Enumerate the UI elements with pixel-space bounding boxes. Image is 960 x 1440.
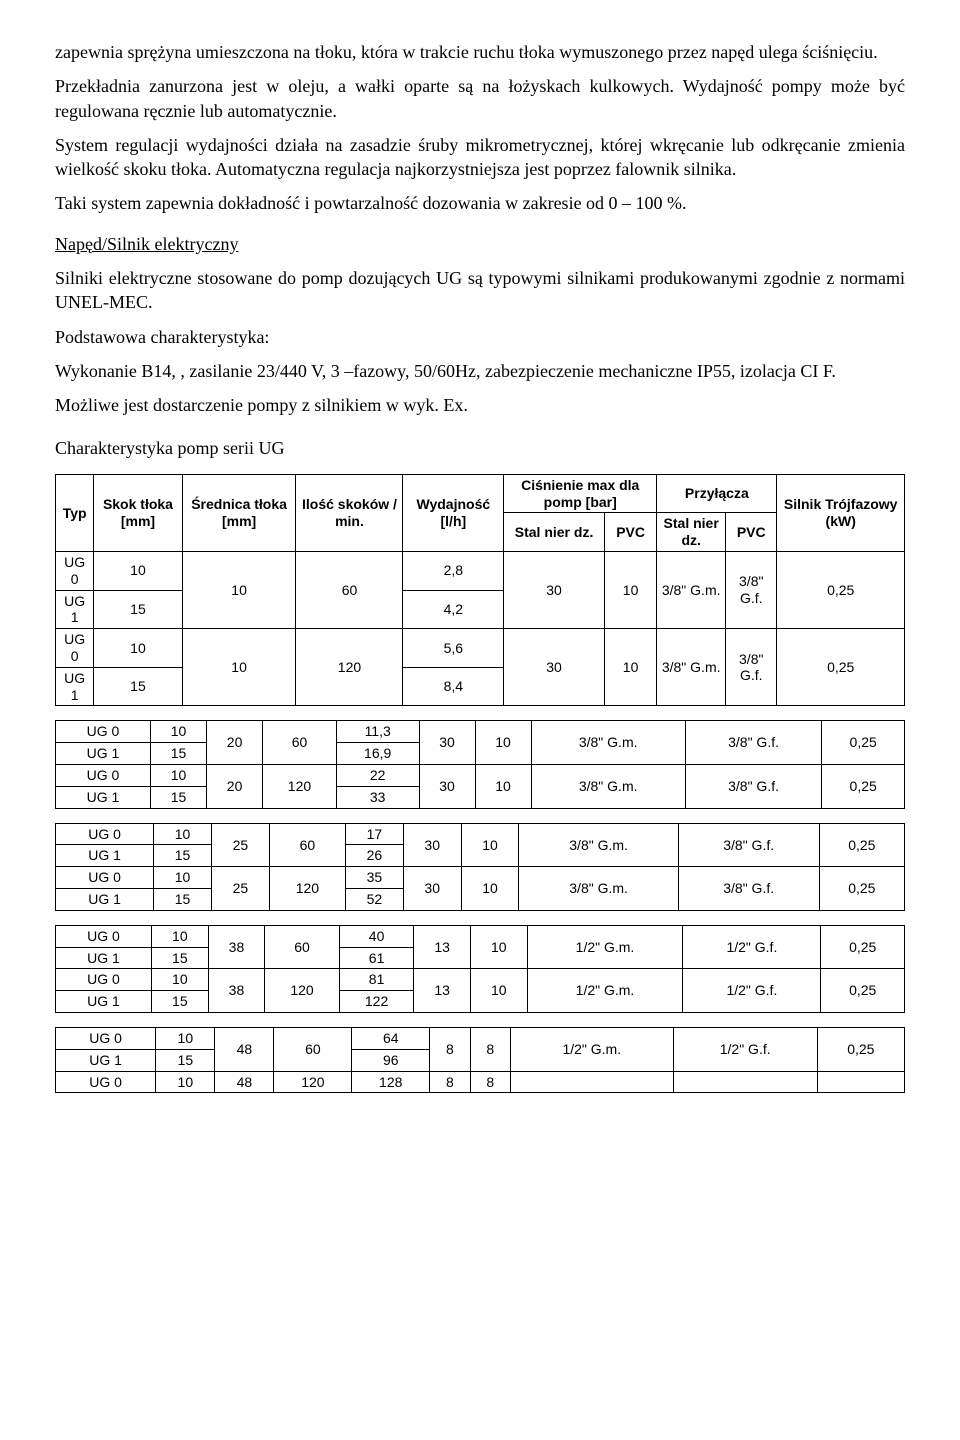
table-row: UG 0 10 38 120 81 13 10 1/2" G.m. 1/2" G… xyxy=(56,969,905,991)
col-przylacza: Przyłącza xyxy=(657,474,777,513)
col-skok: Skok tłoka [mm] xyxy=(94,474,182,551)
paragraph: Podstawowa charakterystyka: xyxy=(55,325,905,349)
table-row: UG 0 10 10 60 2,8 30 10 3/8" G.m. 3/8" G… xyxy=(56,552,905,591)
spec-table: Typ Skok tłoka [mm] Średnica tłoka [mm] … xyxy=(55,474,905,707)
col-cisnienie: Ciśnienie max dla pomp [bar] xyxy=(504,474,657,513)
table-row: UG 0 10 10 120 5,6 30 10 3/8" G.m. 3/8" … xyxy=(56,629,905,668)
col-typ: Typ xyxy=(56,474,94,551)
col-srednica: Średnica tłoka [mm] xyxy=(182,474,296,551)
table-row: UG 0 10 25 60 17 30 10 3/8" G.m. 3/8" G.… xyxy=(56,823,905,845)
paragraph: System regulacji wydajności działa na za… xyxy=(55,133,905,182)
paragraph: Przekładnia zanurzona jest w oleju, a wa… xyxy=(55,74,905,123)
spec-table: UG 0 10 48 60 64 8 8 1/2" G.m. 1/2" G.f.… xyxy=(55,1027,905,1093)
paragraph: Możliwe jest dostarczenie pompy z silnik… xyxy=(55,393,905,417)
table-row: UG 0 10 48 60 64 8 8 1/2" G.m. 1/2" G.f.… xyxy=(56,1027,905,1049)
table-row: UG 0 10 38 60 40 13 10 1/2" G.m. 1/2" G.… xyxy=(56,925,905,947)
col-ilosc: Ilość skoków / min. xyxy=(296,474,403,551)
paragraph: Wykonanie B14, , zasilanie 23/440 V, 3 –… xyxy=(55,359,905,383)
col-wydajnosc: Wydajność [l/h] xyxy=(403,474,504,551)
spec-table: UG 0 10 38 60 40 13 10 1/2" G.m. 1/2" G.… xyxy=(55,925,905,1013)
table-row: UG 0 10 20 60 11,3 30 10 3/8" G.m. 3/8" … xyxy=(56,721,905,743)
table-row: UG 0 10 25 120 35 30 10 3/8" G.m. 3/8" G… xyxy=(56,867,905,889)
table-row: UG 0 10 48 120 128 8 8 xyxy=(56,1071,905,1093)
col-pvc: PVC xyxy=(604,513,656,552)
table-row: UG 0 10 20 120 22 30 10 3/8" G.m. 3/8" G… xyxy=(56,765,905,787)
col-pvc: PVC xyxy=(726,513,777,552)
paragraph: zapewnia sprężyna umieszczona na tłoku, … xyxy=(55,40,905,64)
paragraph: Silniki elektryczne stosowane do pomp do… xyxy=(55,266,905,315)
col-silnik: Silnik Trójfazowy (kW) xyxy=(777,474,905,551)
section-heading: Napęd/Silnik elektryczny xyxy=(55,232,905,256)
spec-table: UG 0 10 25 60 17 30 10 3/8" G.m. 3/8" G.… xyxy=(55,823,905,911)
section-heading: Charakterystyka pomp serii UG xyxy=(55,436,905,460)
col-stal: Stal nier dz. xyxy=(657,513,726,552)
spec-table: UG 0 10 20 60 11,3 30 10 3/8" G.m. 3/8" … xyxy=(55,720,905,808)
col-stal: Stal nier dz. xyxy=(504,513,605,552)
paragraph: Taki system zapewnia dokładność i powtar… xyxy=(55,191,905,215)
